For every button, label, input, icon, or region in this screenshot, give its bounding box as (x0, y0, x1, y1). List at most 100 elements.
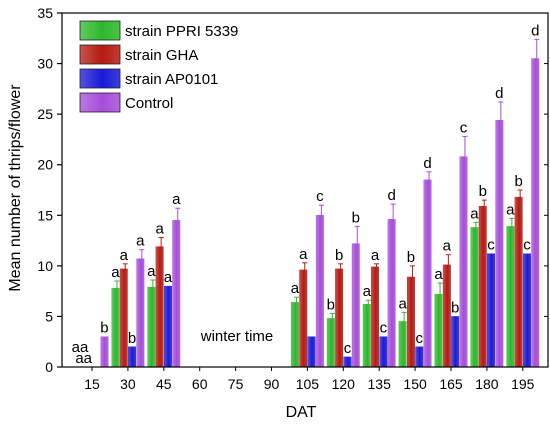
winter-time-annotation: winter time (200, 328, 274, 345)
x-tick-label: 195 (511, 376, 535, 392)
significance-letter: a (443, 238, 452, 255)
legend-swatch (79, 44, 121, 65)
x-tick-label: 45 (156, 376, 172, 392)
significance-letter: a (155, 221, 164, 238)
bar (307, 336, 316, 368)
y-tick-label: 5 (45, 308, 53, 324)
x-tick-label: 30 (120, 376, 136, 392)
x-tick-label: 105 (296, 376, 320, 392)
bar (128, 346, 137, 368)
bar (147, 286, 156, 368)
significance-letter: a (147, 263, 156, 280)
bar (343, 356, 352, 368)
significance-letter: c (380, 320, 388, 337)
significance-letter: a (136, 233, 145, 250)
significance-letter: d (387, 187, 395, 204)
plot-frame (61, 12, 549, 368)
significance-letter: aa (72, 339, 89, 356)
bar (451, 316, 460, 368)
significance-letter: b (100, 320, 108, 337)
significance-letter: d (495, 85, 503, 102)
legend-swatch (79, 92, 121, 113)
x-tick-label: 120 (332, 376, 356, 392)
bar (136, 258, 145, 368)
significance-letter: a (470, 205, 479, 222)
significance-letter: a (75, 350, 84, 367)
bar (371, 266, 379, 368)
x-tick-label: 135 (368, 376, 392, 392)
bar (335, 268, 344, 368)
bar (362, 304, 371, 368)
significance-letter: a (434, 266, 443, 283)
bar (315, 215, 324, 368)
significance-letter: b (451, 299, 459, 316)
bar (415, 346, 424, 368)
significance-letter: c (460, 119, 468, 136)
significance-letter: a (371, 247, 380, 264)
significance-letter: a (506, 201, 515, 218)
y-tick-label: 30 (37, 56, 53, 72)
significance-letter: b (352, 209, 360, 226)
significance-letter: d (531, 22, 539, 39)
bar (442, 264, 451, 368)
bar (506, 226, 515, 368)
y-tick-label: 0 (45, 359, 53, 375)
bar (531, 58, 540, 368)
bar (407, 276, 415, 368)
error-bars-layer (114, 38, 540, 322)
bar (523, 253, 531, 368)
significance-letter: c (416, 330, 424, 347)
significance-letter: a (164, 269, 173, 286)
x-tick-label: 90 (264, 376, 280, 392)
significance-letter: b (514, 173, 522, 190)
significance-letter: a (120, 247, 129, 264)
x-tick-label: 75 (228, 376, 244, 392)
significance-letter: a (398, 295, 407, 312)
y-axis-title: Mean number of thrips/flower (7, 84, 24, 292)
x-tick-label: 60 (192, 376, 208, 392)
significance-letter: c (487, 237, 495, 254)
significance-letter: a (84, 350, 93, 367)
significance-letter: d (423, 155, 431, 172)
bar (291, 302, 299, 368)
x-tick-label: 150 (403, 376, 427, 392)
significance-letter: c (523, 237, 531, 254)
legend: strain PPRI 5339 strain GHA strain AP0101 C… (79, 20, 238, 113)
bar (379, 336, 388, 368)
bar (387, 219, 396, 368)
y-tick-label: 35 (37, 5, 53, 21)
bar (119, 268, 128, 368)
significance-letter: b (479, 183, 487, 200)
legend-swatch (79, 68, 121, 89)
significance-letter: b (335, 247, 343, 264)
bar (326, 318, 335, 368)
legend-label: strain PPRI 5339 (125, 23, 238, 40)
bar (100, 336, 109, 368)
legend-swatch (79, 20, 121, 41)
x-tick-label: 15 (84, 376, 100, 392)
bar (487, 253, 495, 368)
x-axis-title: DAT (286, 404, 317, 421)
axes-layer: 0 5 10 15 20 25 30 35 15 30 45 60 75 90 105 120 135 150 16… (37, 5, 549, 392)
y-tick-label: 25 (37, 106, 53, 122)
bar (478, 205, 487, 368)
bar (434, 293, 443, 368)
significance-letter: c (316, 188, 324, 205)
significance-letter: b (407, 249, 415, 266)
bar (163, 285, 172, 368)
legend-label: strain GHA (125, 47, 198, 64)
bar (299, 269, 308, 368)
bars-layer (100, 58, 540, 368)
bar (351, 243, 360, 368)
y-tick-label: 10 (37, 258, 53, 274)
significance-letter: b (128, 330, 136, 347)
bar (155, 246, 164, 368)
bar (111, 287, 120, 368)
legend-label: strain AP0101 (125, 71, 218, 88)
bar (172, 220, 181, 368)
y-tick-label: 15 (37, 207, 53, 223)
bar (470, 227, 479, 368)
y-tick-label: 20 (37, 157, 53, 173)
significance-letter: b (327, 296, 335, 313)
